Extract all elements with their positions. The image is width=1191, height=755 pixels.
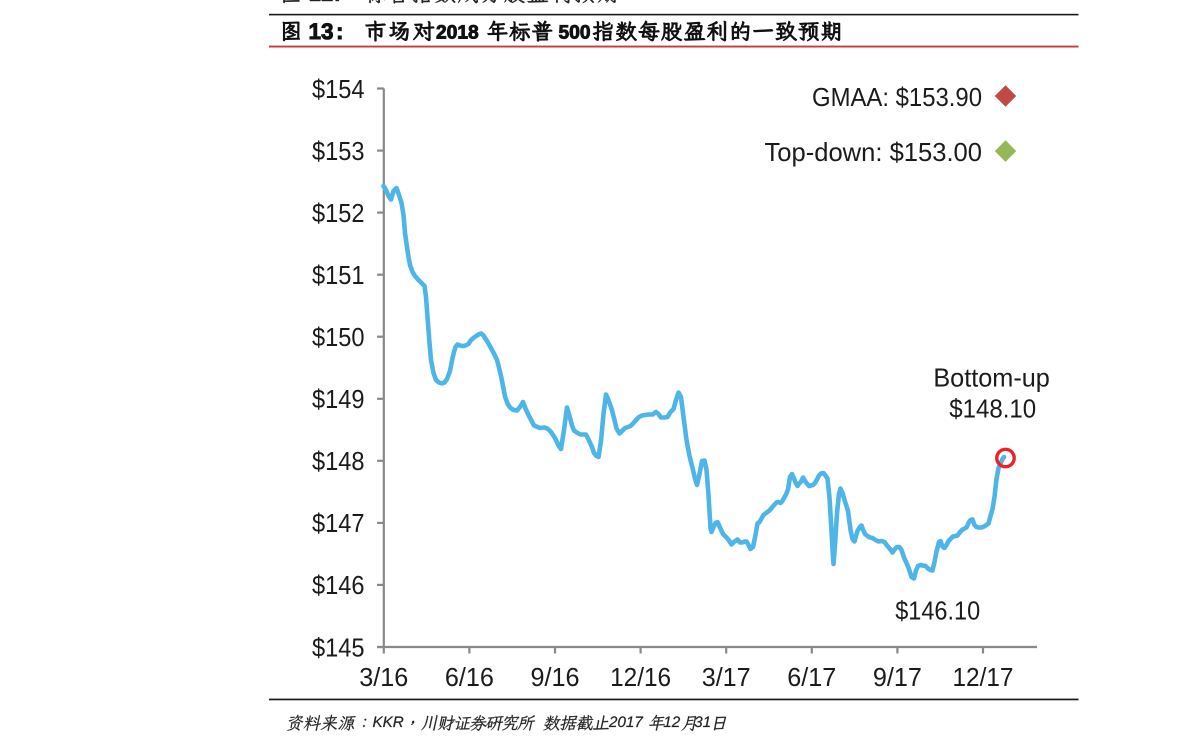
svg-text:9/16: 9/16 bbox=[531, 662, 580, 692]
svg-text:$153: $153 bbox=[312, 136, 365, 166]
svg-text:3/16: 3/16 bbox=[359, 662, 408, 692]
svg-text:12/17: 12/17 bbox=[953, 662, 1014, 692]
svg-text:Bottom-up: Bottom-up bbox=[933, 363, 1050, 393]
svg-text:$149: $149 bbox=[312, 384, 365, 414]
svg-text:3/17: 3/17 bbox=[702, 662, 751, 692]
svg-text:GMAA: $153.90: GMAA: $153.90 bbox=[812, 82, 982, 112]
svg-text:$151: $151 bbox=[312, 260, 365, 290]
svg-text:$154: $154 bbox=[312, 74, 365, 104]
svg-text:6/16: 6/16 bbox=[445, 662, 494, 692]
svg-text:$147: $147 bbox=[312, 508, 365, 538]
svg-text:9/17: 9/17 bbox=[873, 662, 922, 692]
svg-text:12/16: 12/16 bbox=[610, 662, 671, 692]
svg-text:$148.10: $148.10 bbox=[949, 394, 1036, 424]
svg-text:Top-down: $153.00: Top-down: $153.00 bbox=[765, 137, 983, 167]
svg-text:$145: $145 bbox=[312, 632, 365, 662]
svg-text:$146: $146 bbox=[312, 570, 365, 600]
svg-text:6/17: 6/17 bbox=[787, 662, 836, 692]
svg-text:$150: $150 bbox=[312, 322, 365, 352]
svg-text:$148: $148 bbox=[312, 446, 365, 476]
svg-text:$146.10: $146.10 bbox=[895, 596, 980, 626]
svg-text:$152: $152 bbox=[312, 198, 365, 228]
